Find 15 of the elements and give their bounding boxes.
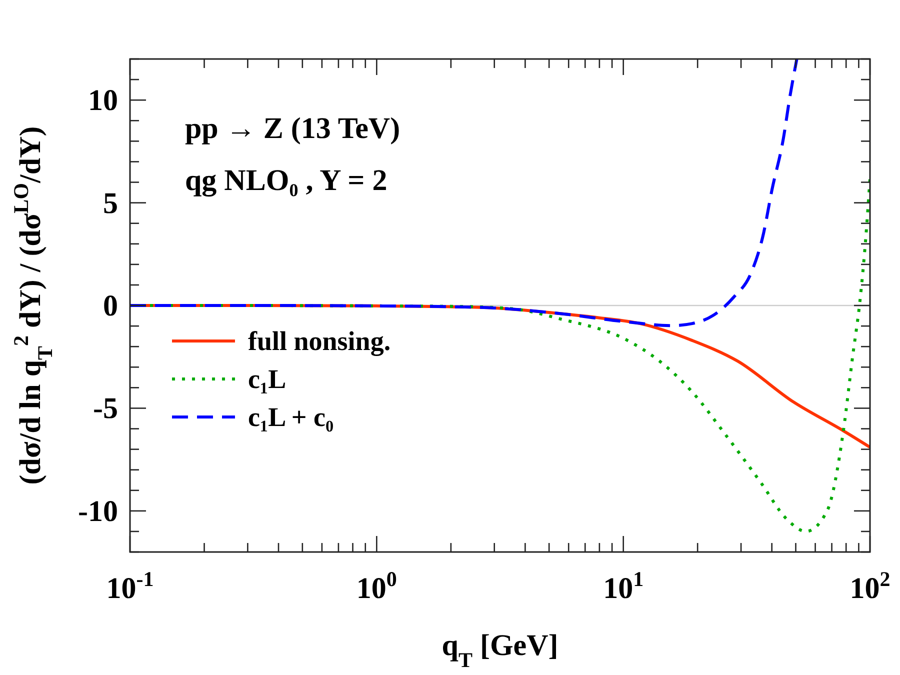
x-axis-title: q$_{T}$ [GeV] <box>442 629 558 672</box>
x-tick-label: 10$^{0}$ <box>356 567 397 605</box>
annotation: pp → Z (13 TeV) <box>185 112 400 145</box>
y-tick-label: 10 <box>88 84 118 118</box>
x-tick-label: 10$^{1}$ <box>603 567 644 605</box>
y-tick-label: -5 <box>93 392 118 426</box>
x-tick-label: 10$^{2}$ <box>850 567 890 605</box>
legend-label: full nonsing. <box>248 326 391 356</box>
legend-label: c₁L <box>248 364 286 394</box>
legend-label: c₁L + c₀ <box>248 402 334 432</box>
annotation: qg NLO₀ , Y = 2 <box>185 164 388 197</box>
y-tick-label: -10 <box>78 494 118 528</box>
y-tick-label: 0 <box>103 290 118 322</box>
y-tick-label: 5 <box>103 186 118 220</box>
x-tick-label: 10$^{-1}$ <box>106 567 154 605</box>
